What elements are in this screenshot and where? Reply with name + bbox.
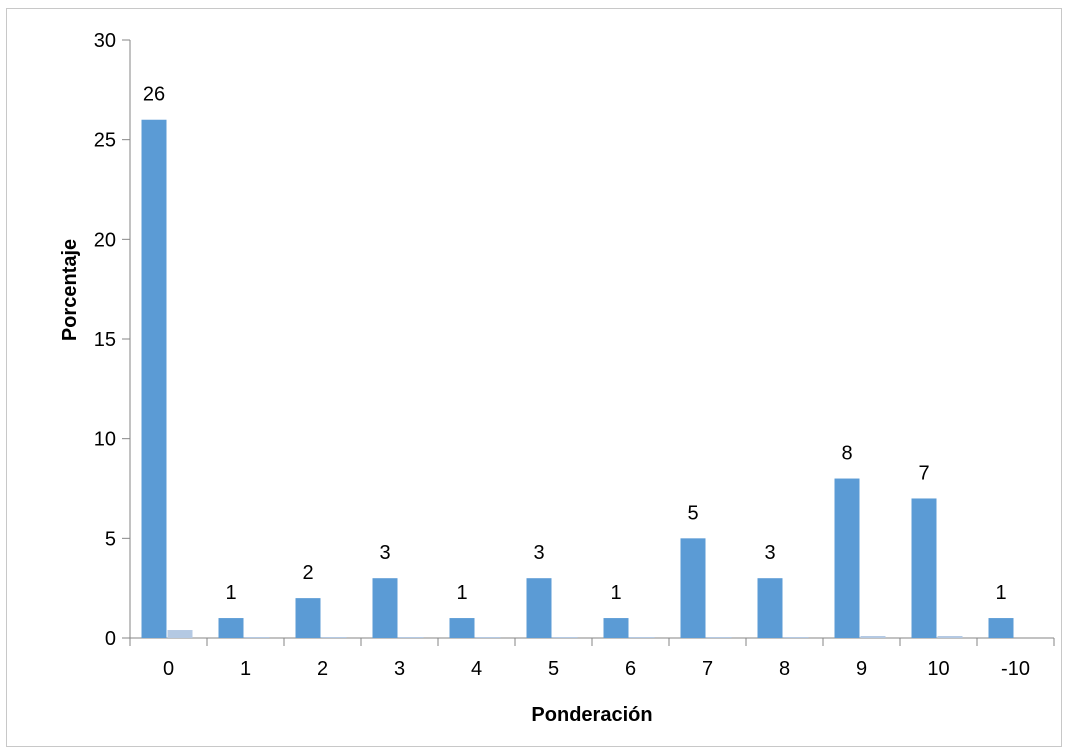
x-axis: 0 1 2 3 4 5 6 7 8 9 10 -10 (129, 637, 1055, 680)
data-label: 3 (533, 542, 544, 564)
bar-series-1 (372, 578, 398, 638)
data-label: 1 (225, 582, 236, 604)
x-axis-title: Ponderación (531, 704, 652, 726)
bar-series-1 (988, 618, 1014, 638)
bar-series-2 (629, 637, 655, 638)
data-label: 1 (456, 582, 467, 604)
bar-series-2 (398, 637, 424, 638)
bar-series-1 (295, 598, 321, 638)
bar-series-1 (603, 618, 629, 638)
data-labels: 26 1 2 3 1 3 1 5 3 8 7 1 (143, 84, 1007, 604)
y-axis-title: Porcentaje (59, 239, 81, 341)
x-tick-label: 6 (625, 658, 636, 680)
x-tick-label: 5 (548, 658, 559, 680)
bar-series-1 (449, 618, 475, 638)
bar-series-1 (526, 578, 552, 638)
y-tick-label: 0 (105, 628, 116, 650)
data-label: 5 (687, 502, 698, 524)
bar-series-1 (141, 119, 167, 638)
y-tick-label: 20 (94, 229, 116, 251)
x-tick-label: 1 (240, 658, 251, 680)
bar-series-2 (860, 636, 886, 638)
x-tick-label: 7 (702, 658, 713, 680)
y-tick-label: 30 (94, 30, 116, 52)
x-tick-label: -10 (1001, 658, 1030, 680)
y-tick-label: 25 (94, 130, 116, 152)
data-label: 7 (918, 462, 929, 484)
bar-series-2 (244, 637, 270, 638)
data-label: 3 (764, 542, 775, 564)
bar-series-2 (552, 637, 578, 638)
bar-series-2 (475, 637, 501, 638)
x-tick-label: 8 (779, 658, 790, 680)
data-label: 8 (841, 443, 852, 465)
y-axis: 0 5 10 15 20 25 30 (94, 30, 131, 650)
bar-series-2 (706, 637, 732, 638)
data-label: 3 (379, 542, 390, 564)
data-label: 1 (995, 582, 1006, 604)
bar-series-1 (218, 618, 244, 638)
bar-series-1 (680, 538, 706, 638)
x-tick-label: 3 (394, 658, 405, 680)
bar-series-1 (834, 478, 860, 638)
x-tick-label: 9 (856, 658, 867, 680)
x-tick-label: 10 (927, 658, 949, 680)
y-tick-label: 15 (94, 329, 116, 351)
bar-series-2 (167, 630, 193, 638)
bar-series-2 (937, 636, 963, 638)
x-tick-label: 2 (317, 658, 328, 680)
bar-series-2 (783, 637, 809, 638)
y-tick-label: 5 (105, 528, 116, 550)
x-tick-label: 0 (163, 658, 174, 680)
bar-series-1 (757, 578, 783, 638)
x-tick-label: 4 (471, 658, 482, 680)
bar-series-1 (911, 498, 937, 638)
data-label: 1 (610, 582, 621, 604)
data-label: 2 (302, 562, 313, 584)
y-tick-label: 10 (94, 429, 116, 451)
data-label: 26 (143, 84, 165, 106)
bars (141, 119, 1014, 638)
bar-series-2 (321, 637, 347, 638)
